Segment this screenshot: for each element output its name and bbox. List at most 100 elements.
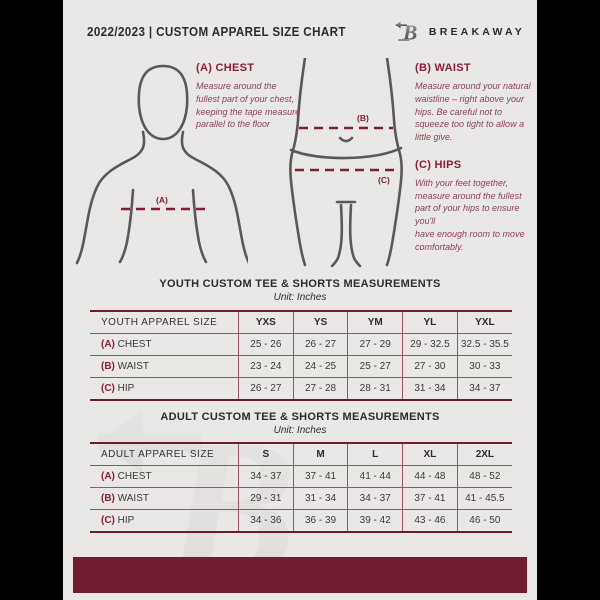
- breakaway-logo-icon: [395, 19, 422, 44]
- measurement-value: 27 - 28: [292, 377, 348, 400]
- page-title: 2022/2023 | CUSTOM APPAREL SIZE CHART: [87, 24, 346, 39]
- measurement-value: 31 - 34: [292, 487, 348, 510]
- left-inner-leg-line: [330, 203, 344, 268]
- size-column-header: 2XL: [456, 443, 512, 466]
- measurement-label: (A) CHEST: [90, 334, 239, 356]
- measurement-name: CHEST: [117, 339, 152, 350]
- measurement-row: (A) CHEST 34 - 37 37 - 41 41 - 44 44 - 48 48 …: [90, 465, 512, 488]
- lower-body-figure: (B) (C): [289, 58, 403, 268]
- size-table-header-row: ADULT APPAREL SIZE S M L XL 2XL: [90, 443, 512, 466]
- measurement-value: 48 - 52: [456, 465, 512, 488]
- measurement-prefix: (A): [101, 471, 118, 482]
- adult-table-unit: Unit: Inches: [273, 425, 327, 436]
- chest-heading: (A) CHEST: [196, 62, 255, 74]
- measurement-value: 34 - 37: [456, 377, 512, 400]
- measurement-label: (A) CHEST: [90, 466, 239, 488]
- left-armpit-line: [118, 188, 135, 264]
- hips-instruction-text: With your feet together, measure around …: [415, 177, 525, 252]
- measurement-value: 29 - 31: [238, 487, 294, 510]
- measurement-prefix: (C): [101, 515, 118, 526]
- measurement-name: WAIST: [117, 361, 149, 372]
- right-inner-leg-line: [348, 203, 362, 268]
- chest-instruction-text: Measure around the fullest part of your …: [196, 81, 301, 130]
- hips-marker-label: (C): [378, 175, 390, 185]
- size-column-header: YS: [292, 311, 348, 334]
- measurement-value: 34 - 37: [238, 465, 294, 488]
- measurement-row: (B) WAIST 29 - 31 31 - 34 34 - 37 37 - 41 41 …: [90, 487, 512, 510]
- measurement-value: 36 - 39: [292, 509, 348, 532]
- left-shoulder-arm-outline: [75, 130, 146, 265]
- right-side-outline: [385, 58, 403, 267]
- chest-instructions: (A) CHEST Measure around the fullest par…: [196, 62, 302, 131]
- measurement-value: 28 - 31: [347, 377, 403, 400]
- size-column-header: M: [292, 443, 348, 466]
- youth-table-title: YOUTH CUSTOM TEE & SHORTS MEASUREMENTS: [159, 278, 441, 290]
- measurement-label: (B) WAIST: [90, 488, 239, 510]
- measurement-value: 30 - 33: [456, 355, 512, 378]
- youth-size-table: YOUTH APPAREL SIZE YXS YS YM YL YXL (A) CHEST 2…: [90, 310, 512, 401]
- measurement-value: 37 - 41: [402, 487, 458, 510]
- waist-instructions: (B) WAIST Measure around your natural wa…: [415, 62, 535, 144]
- adult-table-title: ADULT CUSTOM TEE & SHORTS MEASUREMENTS: [160, 411, 440, 423]
- measurement-value: 26 - 27: [238, 377, 294, 400]
- waist-hips-instructions: (B) WAIST Measure around your natural wa…: [415, 62, 535, 253]
- adult-section-header: ADULT CUSTOM TEE & SHORTS MEASUREMENTS U…: [63, 411, 537, 436]
- size-column-header: YXS: [238, 311, 294, 334]
- hip-curve-line: [289, 146, 403, 160]
- hips-instructions: (C) HIPS With your feet together, measur…: [415, 159, 535, 254]
- measurement-row: (B) WAIST 23 - 24 24 - 25 25 - 27 27 - 30 30 …: [90, 355, 512, 378]
- chest-marker-label: (A): [156, 195, 168, 205]
- measurement-value: 27 - 30: [402, 355, 458, 378]
- measurement-name: HIP: [117, 383, 135, 394]
- measurement-value: 32.5 - 35.5: [456, 333, 512, 356]
- document-header: 2022/2023 | CUSTOM APPAREL SIZE CHART BR…: [87, 19, 525, 44]
- size-chart-document: 2022/2023 | CUSTOM APPAREL SIZE CHART BR…: [63, 0, 537, 600]
- size-column-header: YXL: [456, 311, 512, 334]
- measurement-value: 46 - 50: [456, 509, 512, 532]
- size-column-header: L: [347, 443, 403, 466]
- measurement-name: HIP: [117, 515, 135, 526]
- measurement-name: WAIST: [117, 493, 149, 504]
- measurement-value: 34 - 36: [238, 509, 294, 532]
- size-table-header-row: YOUTH APPAREL SIZE YXS YS YM YL YXL: [90, 311, 512, 334]
- size-column-header: YM: [347, 311, 403, 334]
- measurement-prefix: (B): [101, 493, 118, 504]
- right-armpit-line: [191, 188, 208, 264]
- size-column-header: YL: [402, 311, 458, 334]
- torso-figure: (A): [75, 64, 248, 265]
- measurement-prefix: (C): [101, 383, 118, 394]
- measurement-value: 29 - 32.5: [402, 333, 458, 356]
- adult-size-table: ADULT APPAREL SIZE S M L XL 2XL (A) CHEST 34 - …: [90, 442, 512, 533]
- waist-marker-label: (B): [357, 113, 369, 123]
- measurement-prefix: (A): [101, 339, 118, 350]
- measurement-label: (B) WAIST: [90, 356, 239, 378]
- footer-accent-bar: [73, 557, 527, 593]
- right-shoulder-arm-outline: [180, 130, 248, 264]
- waist-instruction-text: Measure around your natural waistline – …: [415, 81, 531, 143]
- navel-mark: [338, 136, 354, 143]
- measurement-value: 24 - 25: [292, 355, 348, 378]
- measurement-value: 26 - 27: [292, 333, 348, 356]
- measurement-value: 43 - 46: [402, 509, 458, 532]
- measurement-value: 23 - 24: [238, 355, 294, 378]
- left-side-outline: [289, 58, 307, 267]
- measurement-label: (C) HIP: [90, 510, 239, 533]
- measurement-value: 25 - 26: [238, 333, 294, 356]
- measurement-label: (C) HIP: [90, 378, 239, 401]
- size-column-header: XL: [402, 443, 458, 466]
- youth-table-unit: Unit: Inches: [273, 292, 327, 303]
- measurement-value: 44 - 48: [402, 465, 458, 488]
- head-outline: [137, 64, 189, 141]
- measurement-value: 39 - 42: [347, 509, 403, 532]
- apparel-size-header: YOUTH APPAREL SIZE: [101, 317, 218, 328]
- measurement-value: 37 - 41: [292, 465, 348, 488]
- measurement-row: (C) HIP 34 - 36 36 - 39 39 - 42 43 - 46 46 - …: [90, 509, 512, 533]
- waist-heading: (B) WAIST: [415, 62, 471, 74]
- measurement-value: 31 - 34: [402, 377, 458, 400]
- measurement-prefix: (B): [101, 361, 118, 372]
- hips-heading: (C) HIPS: [415, 158, 462, 171]
- measurement-value: 25 - 27: [347, 355, 403, 378]
- apparel-size-header: ADULT APPAREL SIZE: [101, 449, 215, 460]
- measurement-value: 41 - 45.5: [456, 487, 512, 510]
- brand-lockup: BREAKAWAY: [395, 19, 525, 44]
